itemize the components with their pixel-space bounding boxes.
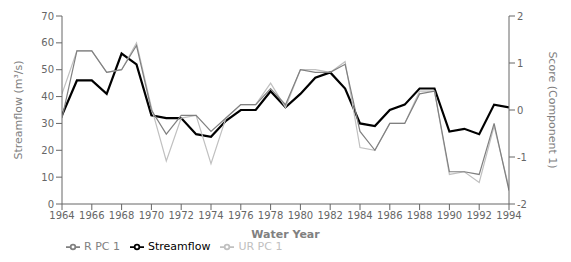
svg-text:0: 0 [48, 199, 54, 210]
svg-text:Score (Component 1): Score (Component 1) [546, 51, 559, 168]
svg-text:1982: 1982 [317, 210, 342, 221]
svg-text:10: 10 [41, 172, 54, 183]
svg-text:30: 30 [41, 118, 54, 129]
svg-text:-2: -2 [517, 199, 527, 210]
svg-text:1966: 1966 [79, 210, 104, 221]
svg-text:70: 70 [41, 11, 54, 22]
svg-text:1964: 1964 [49, 210, 74, 221]
svg-text:0: 0 [517, 105, 523, 116]
svg-text:-1: -1 [517, 152, 527, 163]
svg-text:1972: 1972 [168, 210, 193, 221]
svg-text:1988: 1988 [407, 210, 432, 221]
svg-text:1986: 1986 [377, 210, 402, 221]
svg-text:1984: 1984 [347, 210, 372, 221]
svg-text:60: 60 [41, 37, 54, 48]
svg-text:1976: 1976 [228, 210, 253, 221]
svg-text:Water Year: Water Year [251, 228, 320, 241]
svg-text:20: 20 [41, 145, 54, 156]
svg-text:1978: 1978 [258, 210, 283, 221]
svg-text:1990: 1990 [437, 210, 462, 221]
svg-text:40: 40 [41, 91, 54, 102]
svg-text:1992: 1992 [466, 210, 491, 221]
svg-text:2: 2 [517, 11, 523, 22]
html-text:UR PC 1: UR PC 1 [238, 240, 283, 253]
svg-text:1: 1 [517, 58, 523, 69]
svg-text:1980: 1980 [288, 210, 313, 221]
svg-text:1970: 1970 [139, 210, 164, 221]
html-text:R PC 1: R PC 1 [84, 240, 120, 253]
svg-text:1968: 1968 [109, 210, 134, 221]
svg-text:1994: 1994 [496, 210, 521, 221]
svg-text:1974: 1974 [198, 210, 223, 221]
html-text:Streamflow: Streamflow [148, 240, 211, 253]
svg-text:50: 50 [41, 64, 54, 75]
svg-text:Streamflow (m³/s): Streamflow (m³/s) [12, 60, 25, 159]
